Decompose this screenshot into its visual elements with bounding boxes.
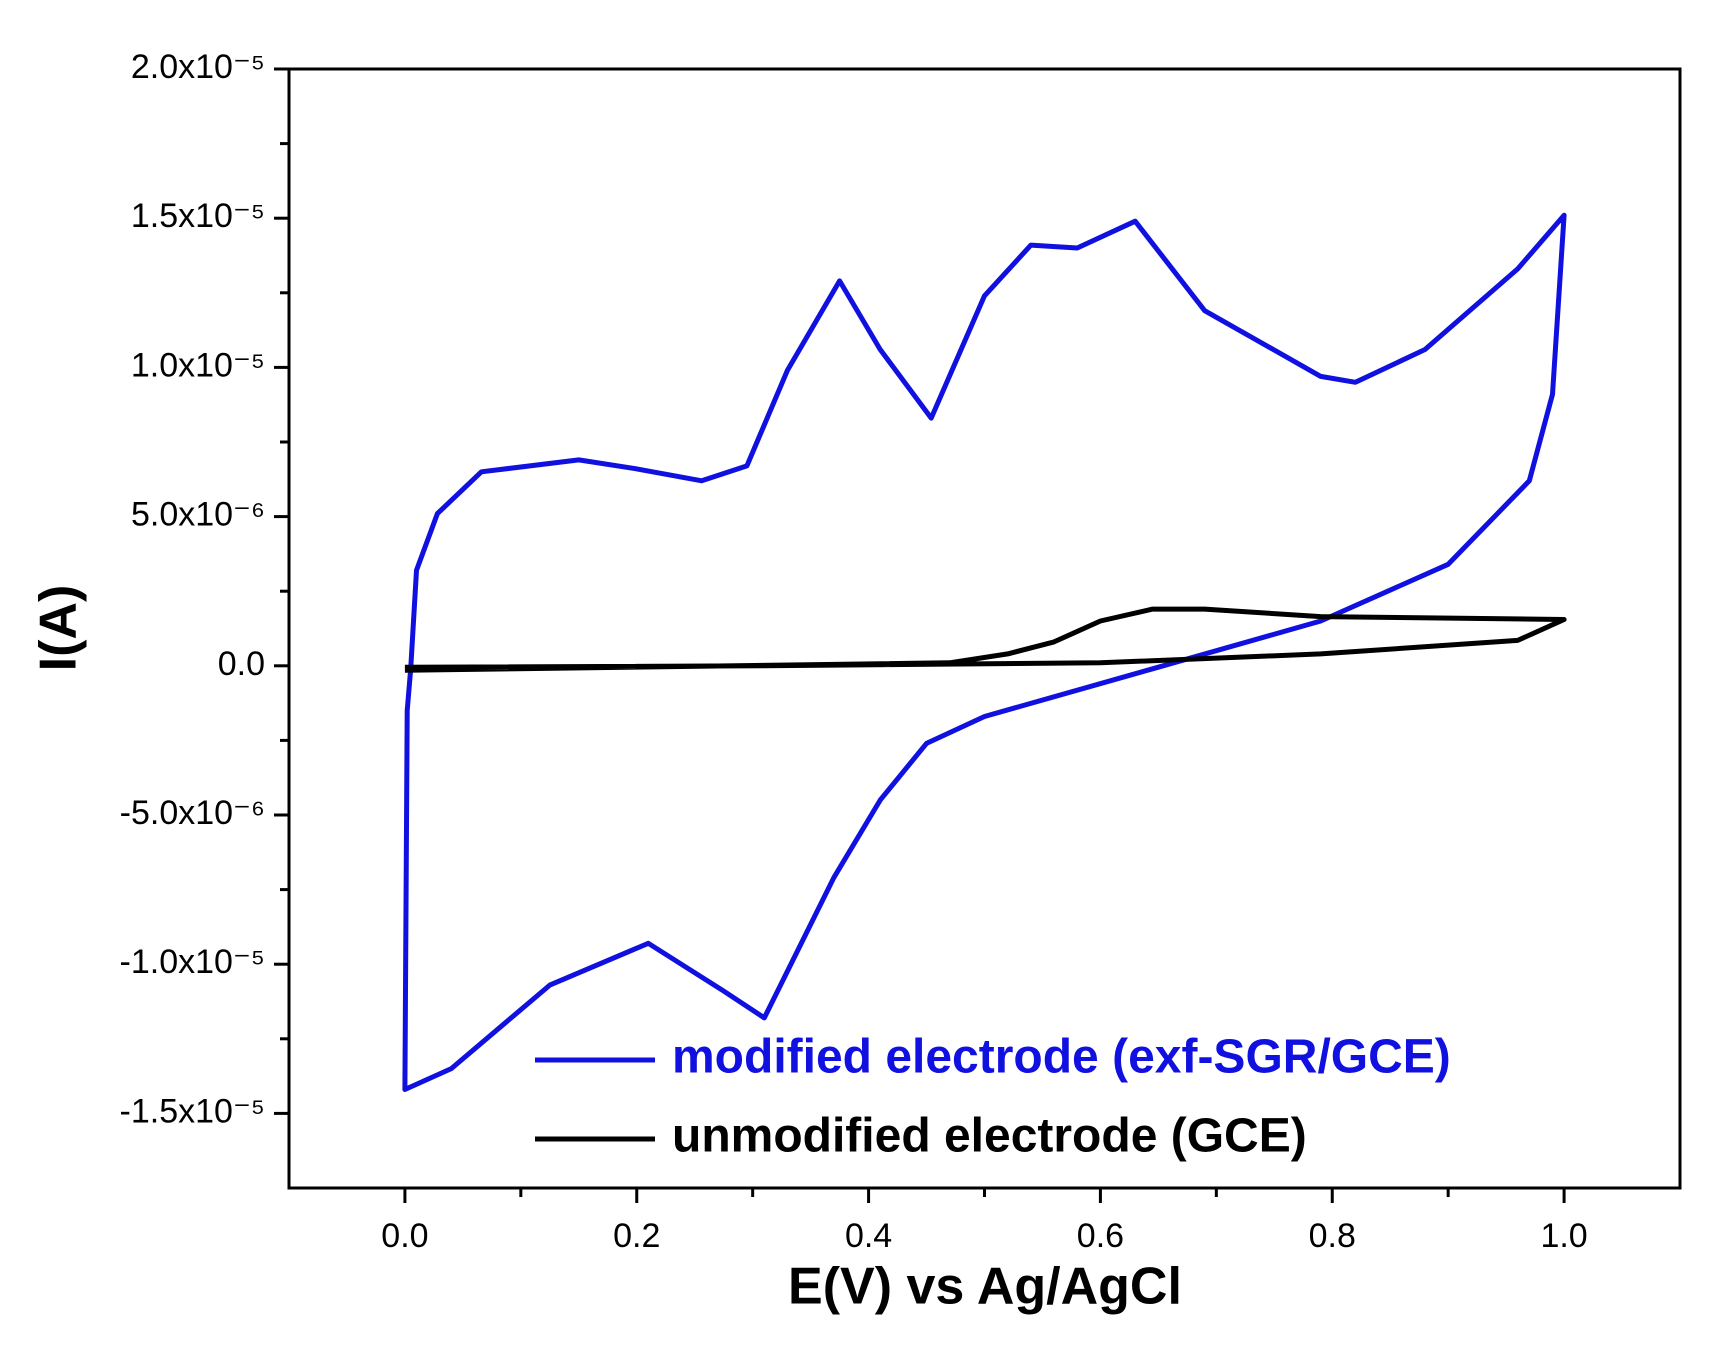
y-tick-label: -1.5x10⁻⁵ [120, 1092, 265, 1130]
y-tick-label: -5.0x10⁻⁶ [120, 794, 265, 832]
data-line [402, 212, 1567, 1092]
y-tick-label: 2.0x10⁻⁵ [131, 48, 265, 86]
y-tick-label: 1.5x10⁻⁵ [131, 197, 265, 235]
y-axis-title: I(A) [30, 585, 88, 672]
y-tick-label: 1.0x10⁻⁵ [131, 346, 265, 384]
x-axis-title: E(V) vs Ag/AgCl [788, 1258, 1182, 1316]
data-line [404, 606, 1567, 673]
x-tick-label: 0.8 [1309, 1217, 1356, 1255]
y-tick-label: 5.0x10⁻⁶ [131, 496, 265, 534]
x-tick-label: 0.6 [1077, 1217, 1124, 1255]
x-tick-label: 0.0 [381, 1217, 428, 1255]
legend-label: modified electrode (exf-SGR/GCE) [672, 1031, 1451, 1084]
y-tick-label: 0.0 [218, 645, 265, 683]
plot-frame [287, 67, 1682, 1190]
x-tick-label: 1.0 [1540, 1217, 1587, 1255]
legend-label: unmodified electrode (GCE) [672, 1110, 1307, 1163]
y-tick-label: -1.0x10⁻⁵ [120, 943, 265, 981]
x-tick-label: 0.2 [613, 1217, 660, 1255]
x-tick-label: 0.4 [845, 1217, 892, 1255]
